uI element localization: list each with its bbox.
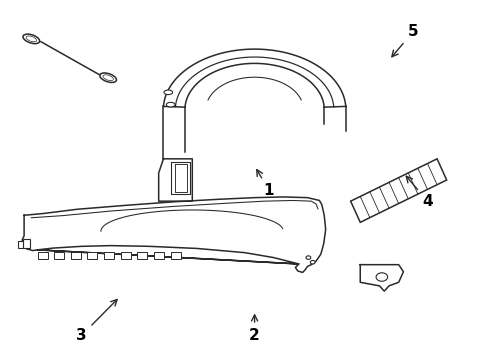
Bar	[121, 252, 131, 259]
Text: 2: 2	[249, 315, 260, 343]
Text: 5: 5	[392, 24, 418, 57]
Ellipse shape	[23, 34, 40, 44]
Bar	[104, 252, 114, 259]
Ellipse shape	[103, 75, 113, 81]
Ellipse shape	[167, 102, 175, 107]
Ellipse shape	[26, 36, 37, 42]
Bar	[154, 252, 164, 259]
Polygon shape	[351, 159, 447, 222]
Bar	[54, 252, 64, 259]
Bar	[137, 252, 147, 259]
Circle shape	[310, 260, 315, 264]
Polygon shape	[22, 197, 326, 273]
Text: 1: 1	[257, 170, 274, 198]
Bar	[23, 239, 30, 248]
Text: 4: 4	[406, 176, 433, 209]
Circle shape	[306, 256, 311, 259]
Text: 3: 3	[76, 300, 117, 343]
Circle shape	[376, 273, 388, 281]
Bar	[171, 252, 181, 259]
Ellipse shape	[100, 73, 117, 82]
Polygon shape	[159, 159, 192, 201]
Polygon shape	[360, 265, 403, 291]
Bar	[38, 252, 48, 259]
Bar	[18, 241, 23, 248]
Bar	[71, 252, 81, 259]
Ellipse shape	[164, 90, 172, 95]
Bar	[88, 252, 98, 259]
